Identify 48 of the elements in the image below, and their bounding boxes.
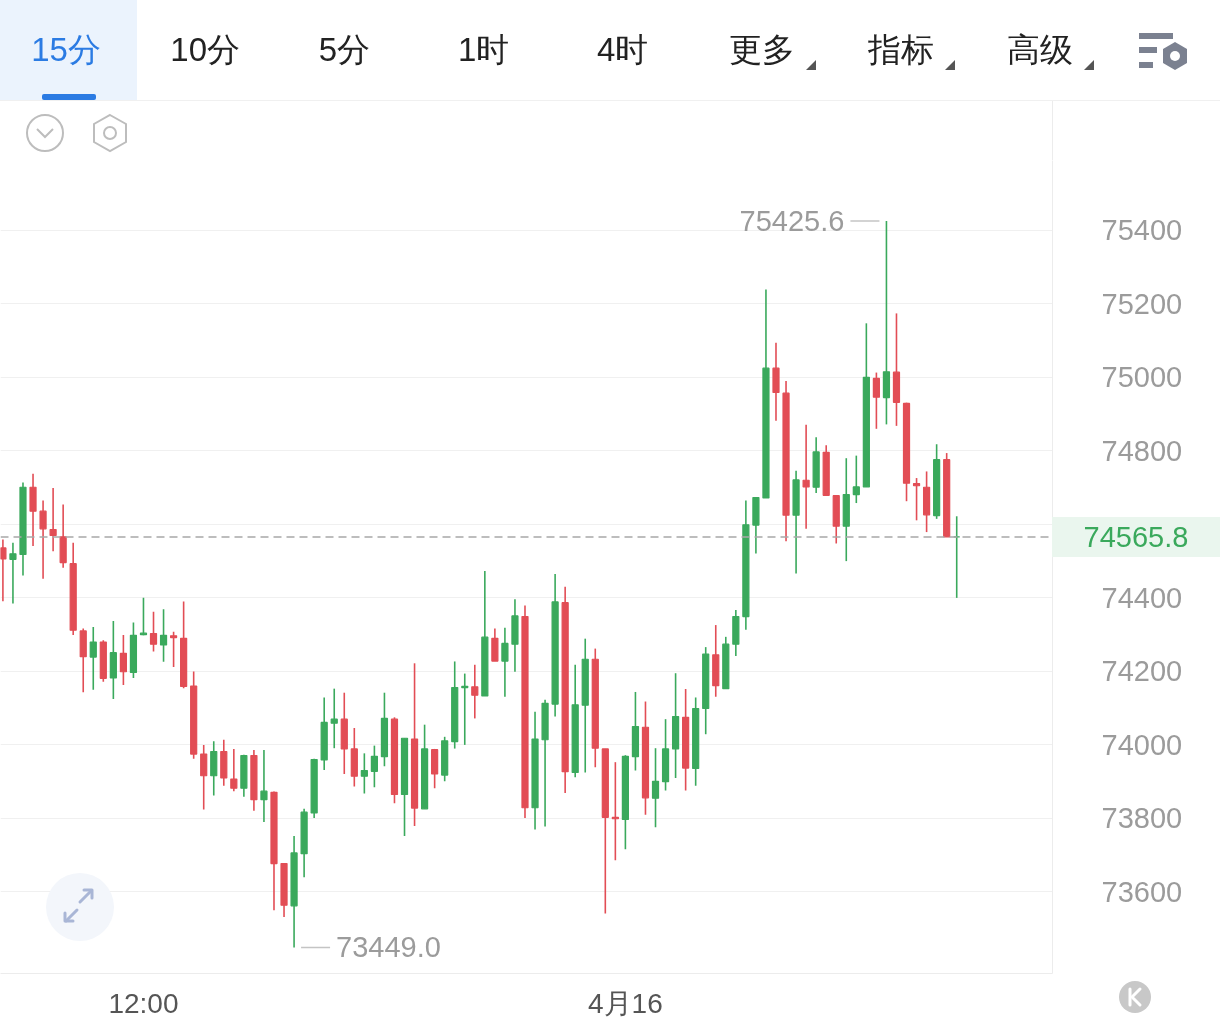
x-tick-label: 12:00: [108, 987, 179, 1019]
y-tick-label: 73800: [1101, 802, 1183, 835]
y-tick-label: 75400: [1101, 214, 1183, 247]
candlestick: [29, 472, 37, 547]
candlestick: [802, 423, 810, 530]
candlestick: [230, 748, 238, 792]
y-tick-label: 75200: [1101, 287, 1183, 320]
candlestick: [149, 611, 158, 653]
candlestick: [651, 747, 660, 829]
text: 高级: [1007, 30, 1074, 70]
x-tick-label: 4月16: [588, 987, 663, 1019]
candlestick: [159, 608, 168, 663]
candlestick: [119, 634, 127, 686]
text: 4时: [597, 30, 649, 70]
annotation: 75425.6: [739, 204, 845, 237]
text: 10分: [170, 30, 241, 70]
y-tick-label: 74800: [1101, 434, 1183, 467]
candlestick: [9, 541, 17, 605]
candlestick: [501, 626, 509, 698]
candlestick: [89, 626, 97, 691]
text: 5分: [318, 30, 371, 70]
y-tick-label: 75000: [1101, 361, 1183, 394]
candlestick: [330, 687, 338, 749]
candlestick: [49, 487, 57, 552]
candlestick: [872, 371, 881, 430]
text: 指标: [868, 30, 935, 70]
candlestick: [461, 672, 469, 746]
candlestick: [912, 477, 921, 522]
candlestick: [471, 663, 479, 720]
annotation: 73449.0: [336, 931, 441, 964]
text: 1时: [457, 30, 510, 70]
candlestick: [39, 499, 47, 580]
candlestick: [0, 538, 7, 602]
candlestick: [169, 630, 178, 668]
candlestick: [360, 752, 368, 795]
text: 更多: [729, 30, 795, 70]
candlestick: [852, 454, 860, 504]
candlestick: [200, 744, 208, 811]
y-tick-label: 74400: [1101, 581, 1183, 614]
candlestick: [370, 744, 378, 788]
y-tick-label: 74000: [1101, 728, 1183, 761]
y-tick-label: 74200: [1101, 655, 1183, 688]
y-tick-label: 73600: [1101, 875, 1183, 908]
candlestick: [491, 627, 499, 662]
price-tag: 74565.8: [1052, 517, 1220, 558]
candlestick: [260, 749, 268, 823]
text: 15分: [31, 30, 101, 70]
ref-line-label: 74565.8: [1083, 521, 1189, 554]
